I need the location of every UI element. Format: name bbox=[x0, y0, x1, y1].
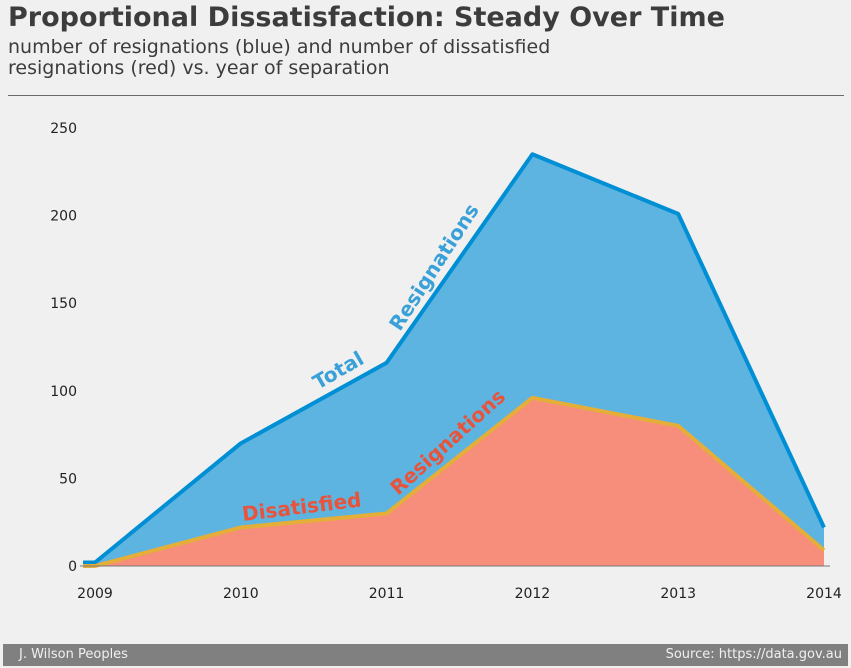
x-tick-label: 2011 bbox=[369, 586, 405, 602]
footer-bar: J. Wilson Peoples Source: https://data.g… bbox=[3, 644, 848, 666]
y-tick-label: 0 bbox=[68, 559, 77, 575]
dissatisfied-resignations-area bbox=[83, 397, 824, 566]
x-tick-label: 2010 bbox=[223, 586, 259, 602]
header-divider bbox=[8, 95, 844, 96]
x-tick-label: 2013 bbox=[660, 586, 696, 602]
axes: 0 50 100 150 200 250 2009 2010 2011 2012 2013 2014 bbox=[50, 121, 842, 602]
y-tick-label: 50 bbox=[59, 471, 77, 487]
chart-title: Proportional Dissatisfaction: Steady Ove… bbox=[8, 2, 725, 33]
y-tick-label: 150 bbox=[50, 296, 77, 312]
chart-subtitle: number of resignations (blue) and number… bbox=[8, 36, 551, 79]
total-resignations-line bbox=[83, 152, 826, 565]
y-tick-label: 200 bbox=[50, 209, 77, 225]
y-tick-label: 100 bbox=[50, 384, 77, 400]
footer-source: Source: https://data.gov.au bbox=[665, 647, 842, 662]
footer-author: J. Wilson Peoples bbox=[19, 647, 128, 662]
x-tick-label: 2014 bbox=[806, 586, 842, 602]
x-tick-label: 2009 bbox=[77, 586, 113, 602]
x-tick-label: 2012 bbox=[515, 586, 551, 602]
y-tick-label: 250 bbox=[50, 121, 77, 137]
